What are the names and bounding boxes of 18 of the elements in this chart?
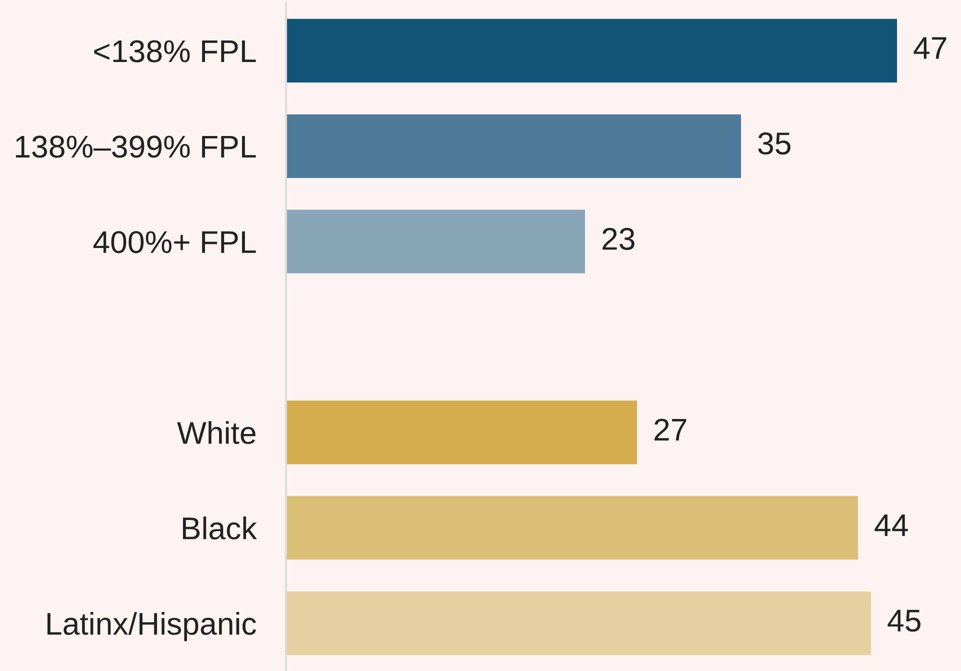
bar bbox=[286, 400, 637, 464]
y-tick-label: Latinx/Hispanic bbox=[47, 612, 256, 642]
y-tick-label: White bbox=[177, 421, 256, 444]
bar bbox=[286, 591, 871, 656]
bar bbox=[286, 18, 897, 83]
data-label: 47 bbox=[914, 37, 946, 59]
data-label: 23 bbox=[602, 228, 634, 250]
y-tick-label: Black bbox=[182, 516, 257, 540]
y-tick-label: <138% FPL bbox=[94, 40, 256, 62]
bar bbox=[286, 114, 741, 178]
data-label: 45 bbox=[888, 610, 920, 632]
data-label: 27 bbox=[654, 418, 686, 441]
y-tick-label: 138%–399% FPL bbox=[16, 136, 256, 158]
y-tick-label: 400%+ FPL bbox=[93, 231, 256, 254]
data-label: 44 bbox=[874, 514, 908, 536]
data-label: 35 bbox=[758, 132, 790, 155]
bar bbox=[286, 496, 858, 560]
bar bbox=[286, 210, 585, 274]
